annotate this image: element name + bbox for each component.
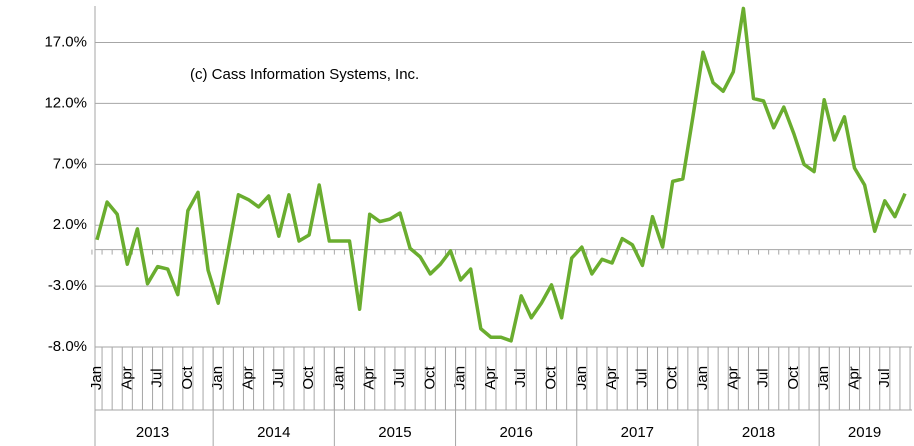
y-tick-label: 17.0%	[44, 34, 87, 51]
x-tick-label: Apr	[239, 366, 256, 389]
x-tick-label: Jul	[149, 368, 166, 387]
x-tick-label: Jan	[209, 366, 226, 390]
x-tick-label: Oct	[300, 366, 317, 390]
x-tick-label: Apr	[603, 366, 620, 389]
x-tick-label: Oct	[179, 366, 196, 390]
x-tick-label: Jan	[88, 366, 105, 390]
year-label: 2016	[499, 424, 532, 441]
x-tick-label: Apr	[361, 366, 378, 389]
year-label: 2015	[378, 424, 411, 441]
y-tick-label: -8.0%	[48, 338, 87, 355]
x-tick-label: Jul	[755, 368, 772, 387]
year-label: 2017	[621, 424, 654, 441]
x-tick-label: Apr	[118, 366, 135, 389]
series-line	[95, 6, 907, 343]
x-tick-label: Oct	[664, 366, 681, 390]
x-tick-label: Jan	[573, 366, 590, 390]
x-tick-label: Jul	[391, 368, 408, 387]
y-tick-label: 2.0%	[53, 216, 87, 233]
x-tick-label: Apr	[482, 366, 499, 389]
x-tick-label: Apr	[724, 366, 741, 389]
x-tick-label: Jan	[330, 366, 347, 390]
year-label: 2019	[848, 424, 881, 441]
year-label: 2013	[136, 424, 169, 441]
x-tick-label: Oct	[785, 366, 802, 390]
x-tick-label: Jan	[452, 366, 469, 390]
x-tick-label: Jul	[512, 368, 529, 387]
year-label: 2014	[257, 424, 290, 441]
annotation: (c) Cass Information Systems, Inc.	[190, 66, 419, 83]
x-tick-label: Jul	[876, 368, 893, 387]
y-tick-label: 12.0%	[44, 94, 87, 111]
x-tick-label: Jul	[633, 368, 650, 387]
x-tick-label: Jul	[270, 368, 287, 387]
x-tick-label: Oct	[421, 366, 438, 390]
y-tick-label: -3.0%	[48, 277, 87, 294]
y-tick-label: 7.0%	[53, 155, 87, 172]
x-tick-label: Jan	[815, 366, 832, 390]
year-label: 2018	[742, 424, 775, 441]
x-tick-label: Oct	[542, 366, 559, 390]
x-tick-label: Apr	[845, 366, 862, 389]
x-tick-label: Jan	[694, 366, 711, 390]
